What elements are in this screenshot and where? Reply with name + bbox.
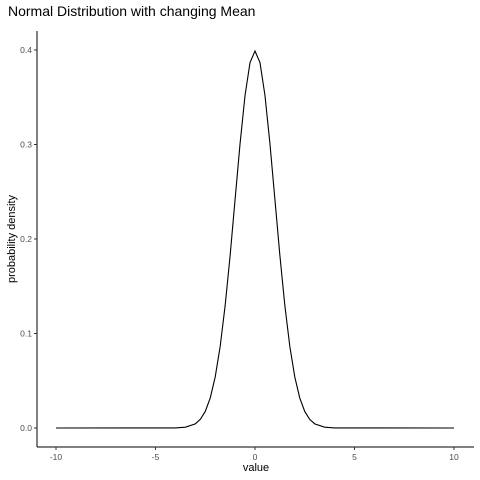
plot-area: -10 -5 0 5 10 0.0 0.1 0.2 0.3 0.4 <box>20 31 474 462</box>
x-tick-label: 0 <box>253 452 258 462</box>
x-axis-title: value <box>243 462 269 474</box>
y-axis-title: probability density <box>6 194 18 283</box>
density-curve-line <box>55 49 455 429</box>
x-tick-label: -5 <box>152 452 160 462</box>
y-tick-label: 0.0 <box>20 423 32 433</box>
y-tick-label: 0.2 <box>20 234 32 244</box>
y-tick-label: 0.4 <box>20 45 32 55</box>
y-axis-ticks: 0.0 0.1 0.2 0.3 0.4 <box>20 45 37 433</box>
chart-title: Normal Distribution with changing Mean <box>8 3 255 19</box>
y-tick-label: 0.3 <box>20 140 32 150</box>
x-axis-ticks: -10 -5 0 5 10 <box>50 447 459 462</box>
x-tick-label: 10 <box>449 452 459 462</box>
y-tick-label: 0.1 <box>20 329 32 339</box>
x-tick-label: -10 <box>50 452 63 462</box>
x-tick-label: 5 <box>352 452 357 462</box>
